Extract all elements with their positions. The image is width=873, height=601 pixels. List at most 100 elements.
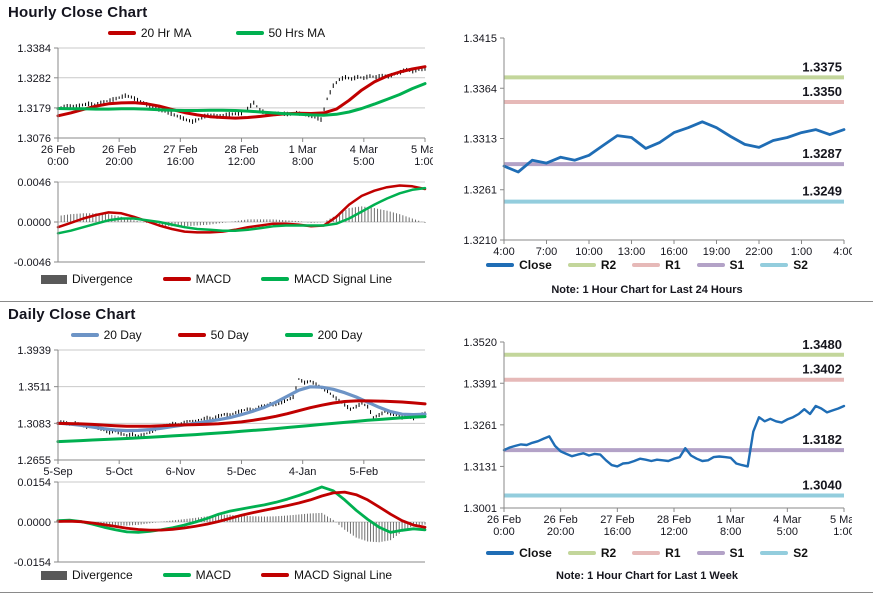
svg-text:5-Feb: 5-Feb (349, 466, 378, 478)
svg-text:1.3076: 1.3076 (17, 133, 51, 145)
legend-swatch-icon (261, 573, 289, 577)
svg-text:8:00: 8:00 (720, 526, 741, 538)
legend-swatch-icon (696, 551, 725, 555)
legend-swatch-icon (162, 277, 191, 281)
section-divider-top (0, 301, 873, 302)
svg-text:10:00: 10:00 (575, 246, 603, 258)
legend-item-divergence: Divergence (40, 272, 133, 286)
svg-text:0:00: 0:00 (493, 526, 514, 538)
daily-price-plot: 1.2655 1.3083 1.3511 1.3939 5-Sep 5-Oct 6-Nov 5… (17, 345, 427, 478)
svg-text:0.0000: 0.0000 (17, 517, 51, 529)
legend-item-s2: S2 (760, 258, 808, 272)
daily-macd-plot: -0.0154 0.0000 0.0154 (14, 477, 427, 569)
legend-label: 50 Day (210, 328, 249, 342)
legend-label: 20 Hr MA (140, 26, 192, 40)
section-divider-bottom (0, 592, 873, 593)
svg-text:1.3040: 1.3040 (802, 478, 842, 493)
daily-macd-legend: Divergence MACD MACD Signal Line (8, 568, 425, 582)
legend-label: S1 (729, 258, 745, 272)
svg-text:16:00: 16:00 (604, 526, 632, 538)
legend-item-s1: S1 (696, 258, 745, 272)
legend-label: 50 Hrs MA (268, 26, 326, 40)
svg-text:4:00: 4:00 (493, 246, 514, 258)
legend-label: MACD (195, 272, 231, 286)
svg-text:1 Mar: 1 Mar (717, 514, 745, 526)
legend-swatch-icon (486, 551, 515, 555)
legend-label: 200 Day (317, 328, 363, 342)
daily-macd-chart: -0.0154 0.0000 0.0154 (8, 474, 433, 573)
svg-text:4:00: 4:00 (833, 246, 852, 258)
legend-swatch-icon (696, 263, 725, 267)
hourly-price-legend: 20 Hr MA 50 Hrs MA (8, 26, 425, 40)
legend-swatch-icon (760, 551, 789, 555)
svg-text:16:00: 16:00 (660, 246, 688, 258)
hourly-macd-plot: -0.0046 0.0000 0.0046 (14, 177, 427, 269)
svg-text:1.3131: 1.3131 (463, 461, 497, 473)
svg-text:5-Oct: 5-Oct (106, 466, 133, 478)
daily-price-legend: 20 Day 50 Day 200 Day (8, 328, 425, 342)
svg-text:1.3287: 1.3287 (802, 146, 842, 161)
legend-swatch-icon (107, 31, 136, 35)
legend-item-r2: R2 (567, 546, 617, 560)
legend-swatch-icon (235, 31, 264, 35)
h24-note: Note: 1 Hour Chart for Last 24 Hours (551, 284, 743, 296)
svg-text:26 Feb: 26 Feb (487, 514, 521, 526)
legend-item-close: Close (486, 546, 552, 560)
svg-text:19:00: 19:00 (703, 246, 731, 258)
svg-text:1.3179: 1.3179 (17, 103, 51, 115)
legend-item-macd-signal-line: MACD Signal Line (261, 568, 392, 582)
svg-text:1.3083: 1.3083 (17, 418, 51, 430)
week-close-plot: 1.3480 1.3402 1.3182 1.3040 1.3001 1.3131 1.32… (463, 337, 858, 538)
svg-text:1.3364: 1.3364 (463, 83, 497, 95)
legend-swatch-icon (162, 573, 191, 577)
hourly-macd-legend: Divergence MACD MACD Signal Line (8, 272, 425, 286)
week-note: Note: 1 Hour Chart for Last 1 Week (556, 570, 738, 582)
svg-text:28 Feb: 28 Feb (657, 514, 691, 526)
legend-item-close: Close (486, 258, 552, 272)
svg-text:4 Mar: 4 Mar (350, 144, 378, 156)
legend-item-s1: S1 (696, 546, 745, 560)
legend-swatch-icon (40, 274, 67, 284)
svg-text:13:00: 13:00 (618, 246, 646, 258)
svg-text:1.3402: 1.3402 (802, 362, 842, 377)
legend-item-macd: MACD (162, 272, 231, 286)
legend-label: R1 (665, 258, 681, 272)
legend-swatch-icon (632, 263, 661, 267)
legend-swatch-icon (632, 551, 661, 555)
legend-label: Close (519, 258, 552, 272)
svg-text:8:00: 8:00 (292, 156, 313, 168)
legend-label: R2 (600, 258, 617, 272)
svg-text:1.3350: 1.3350 (802, 84, 842, 99)
svg-text:1.3313: 1.3313 (463, 134, 497, 146)
legend-label: S1 (729, 546, 745, 560)
svg-text:20:00: 20:00 (105, 156, 133, 168)
svg-text:1.3282: 1.3282 (17, 73, 51, 85)
daily-price-chart: 1.2655 1.3083 1.3511 1.3939 5-Sep 5-Oct 6-Nov 5… (8, 344, 433, 489)
legend-item-20-day: 20 Day (70, 328, 142, 342)
legend-item-r2: R2 (567, 258, 617, 272)
legend-label: R2 (600, 546, 617, 560)
daily-section-title: Daily Close Chart (8, 306, 136, 323)
legend-swatch-icon (70, 333, 99, 337)
svg-text:20:00: 20:00 (547, 526, 575, 538)
svg-text:1.3249: 1.3249 (802, 184, 842, 199)
legend-label: MACD Signal Line (294, 272, 393, 286)
svg-text:6-Nov: 6-Nov (166, 466, 196, 478)
week-chart: 1.3480 1.3402 1.3182 1.3040 1.3001 1.3131 1.32… (442, 332, 858, 547)
legend-swatch-icon (486, 263, 515, 267)
legend-swatch-icon (284, 333, 313, 337)
svg-text:4 Mar: 4 Mar (773, 514, 801, 526)
legend-label: MACD Signal Line (294, 568, 393, 582)
svg-text:0.0154: 0.0154 (17, 477, 51, 489)
svg-text:1.3415: 1.3415 (463, 33, 497, 45)
svg-text:1.3210: 1.3210 (463, 235, 497, 247)
legend-item-macd: MACD (162, 568, 231, 582)
legend-item-r1: R1 (632, 258, 681, 272)
svg-text:1:00: 1:00 (791, 246, 812, 258)
legend-item-divergence: Divergence (40, 568, 133, 582)
svg-text:1.3375: 1.3375 (802, 59, 842, 74)
legend-label: Close (519, 546, 552, 560)
svg-text:1.3384: 1.3384 (17, 43, 51, 55)
legend-item-20-hr-ma: 20 Hr MA (107, 26, 192, 40)
